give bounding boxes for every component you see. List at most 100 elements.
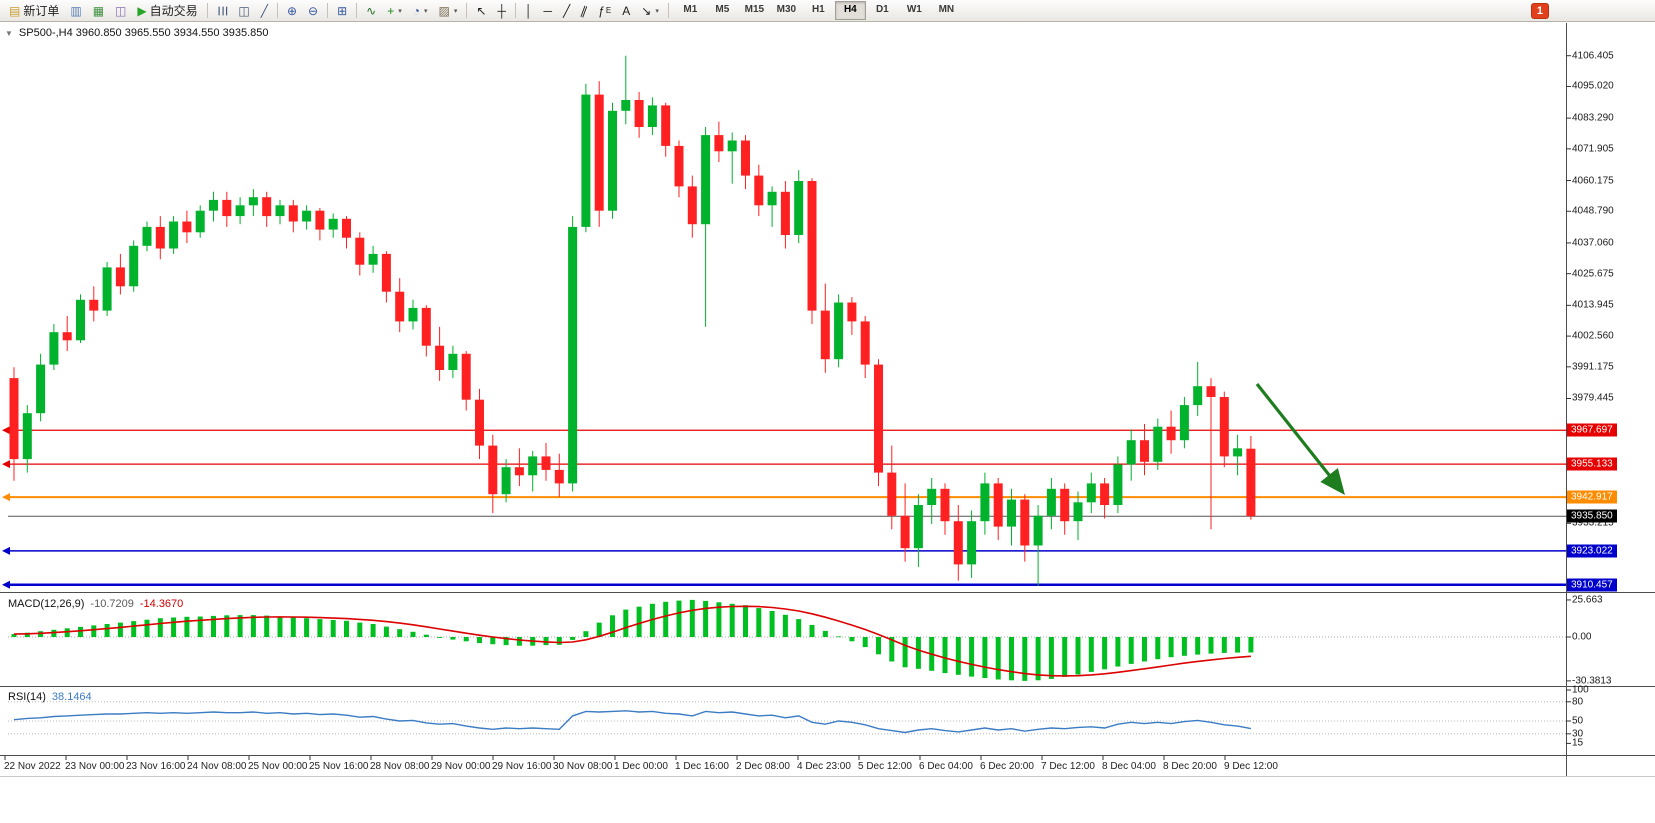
add-indicator-button[interactable]: + ▾	[382, 1, 407, 21]
line-chart-icon: ╱	[260, 3, 268, 18]
candle-body	[1233, 448, 1243, 457]
timeframe-d1-button[interactable]: D1	[875, 4, 889, 15]
text-tool-button[interactable]: A	[617, 1, 635, 21]
candle-body	[182, 221, 192, 233]
candle-body	[1020, 499, 1030, 546]
chart-template-button[interactable]: ▨ ▾	[434, 1, 463, 21]
macd-bar	[397, 629, 403, 637]
timeframe-w1-button[interactable]: W1	[906, 4, 922, 15]
candle-body	[581, 94, 591, 227]
macd-bar	[1062, 637, 1068, 677]
candle-body	[288, 205, 298, 222]
toolbar-separator	[514, 3, 516, 18]
macd-bar	[1142, 637, 1147, 662]
macd-bar	[1155, 637, 1161, 660]
macd-bar	[596, 622, 602, 637]
chevron-down-icon[interactable]: ▼	[5, 28, 13, 38]
line-anchor-icon[interactable]	[2, 426, 10, 435]
candle-body	[381, 253, 391, 292]
timeframe-clock-button[interactable]: ◔ ▾	[408, 1, 433, 21]
line-anchor-icon[interactable]	[2, 460, 10, 469]
add-indicator-icon: +	[387, 3, 395, 18]
line-anchor-icon[interactable]	[2, 493, 10, 502]
notification-badge[interactable]: 1	[1530, 2, 1549, 19]
autotrade-button[interactable]: ▶ 自动交易	[132, 1, 202, 21]
tile-windows-button[interactable]: ⊞	[332, 1, 352, 21]
crosshair-button[interactable]: ┼	[492, 1, 511, 21]
macd-bar	[743, 605, 748, 637]
vertical-line-button[interactable]: │	[520, 1, 538, 21]
candle-body	[302, 210, 312, 222]
crosshair-icon: ┼	[497, 3, 506, 18]
candlestick-chart-button[interactable]: ◫	[233, 1, 254, 21]
candle-body	[794, 181, 804, 235]
macd-bar	[822, 630, 828, 637]
macd-bar	[689, 599, 695, 637]
horizontal-line-button[interactable]: ─	[538, 1, 557, 21]
macd-name: MACD(12,26,9)	[8, 598, 85, 610]
market-watch-button[interactable]: ▦	[88, 1, 109, 21]
candlestick-chart-icon: ◫	[238, 3, 250, 18]
chart-template-icon: ▨	[438, 3, 450, 18]
toolbar-separator	[667, 3, 669, 18]
horizontal-line-icon: ─	[543, 3, 552, 18]
macd-bar	[1208, 637, 1214, 654]
chart-template-caret-icon[interactable]: ▾	[453, 7, 458, 15]
line-anchor-icon[interactable]	[2, 546, 10, 555]
trendline-button[interactable]: ╱	[558, 1, 575, 21]
toolbar-separator	[327, 3, 329, 18]
bar-chart-button[interactable]: ☰	[212, 1, 233, 21]
timeframe-clock-caret-icon[interactable]: ▾	[424, 7, 428, 15]
candle-body	[1100, 483, 1110, 505]
add-indicator-caret-icon[interactable]: ▾	[398, 7, 402, 15]
profiles-button[interactable]: ▥	[65, 1, 86, 21]
candle-body	[608, 110, 617, 211]
zoom-in-icon: ⊕	[286, 3, 298, 18]
candle-body	[448, 353, 458, 370]
toolbar-separator	[356, 3, 358, 18]
zoom-in-button[interactable]: ⊕	[282, 1, 302, 21]
candle-body	[235, 205, 245, 217]
timeframe-mn-button[interactable]: MN	[938, 4, 955, 15]
macd-bar	[144, 619, 150, 637]
new-order-button[interactable]: ▤ 新订单	[4, 1, 64, 21]
timeframe-h1-button[interactable]: H1	[811, 4, 825, 15]
macd-bar	[410, 631, 416, 637]
timeframe-m1-button[interactable]: M1	[683, 4, 698, 15]
candle-body	[1179, 405, 1189, 441]
timeframe-h4-button[interactable]: H4	[834, 1, 866, 20]
line-anchor-icon[interactable]	[2, 580, 10, 589]
timeframe-m30-button[interactable]: M30	[776, 4, 797, 15]
candle-body	[102, 267, 112, 311]
macd-bar	[982, 637, 988, 678]
fibonacci-sub-label: E	[605, 6, 612, 15]
timeframe-m15-button[interactable]: M15	[744, 4, 765, 15]
zoom-out-button[interactable]: ⊖	[303, 1, 323, 21]
candle-body	[209, 199, 218, 211]
macd-bar	[849, 637, 855, 642]
line-chart-button[interactable]: ╱	[256, 1, 273, 21]
macd-bar	[1009, 637, 1014, 681]
macd-main-value: -10.7209	[90, 598, 134, 610]
candle-body	[142, 226, 152, 246]
candle-body	[820, 310, 830, 360]
equidistant-channel-button[interactable]: ∥	[576, 1, 592, 21]
data-window-button[interactable]: ◫	[110, 1, 131, 21]
candle-body	[701, 135, 711, 225]
cursor-button[interactable]: ↖	[471, 1, 491, 21]
macd-bar	[716, 602, 722, 637]
timeframe-m5-button[interactable]: M5	[715, 4, 730, 15]
down-trend-arrow[interactable]	[1255, 383, 1345, 496]
arrows-tool-button[interactable]: ↘ ▾	[636, 1, 664, 21]
candle-body	[1086, 483, 1096, 503]
indicator-list-button[interactable]: ∿	[361, 1, 381, 21]
candle-body	[315, 210, 325, 230]
candle-body	[488, 445, 498, 495]
macd-bar	[11, 634, 17, 637]
macd-bar	[91, 625, 97, 637]
arrows-tool-caret-icon[interactable]: ▾	[655, 7, 659, 15]
macd-bar	[1075, 637, 1081, 675]
candle-body	[342, 218, 351, 238]
